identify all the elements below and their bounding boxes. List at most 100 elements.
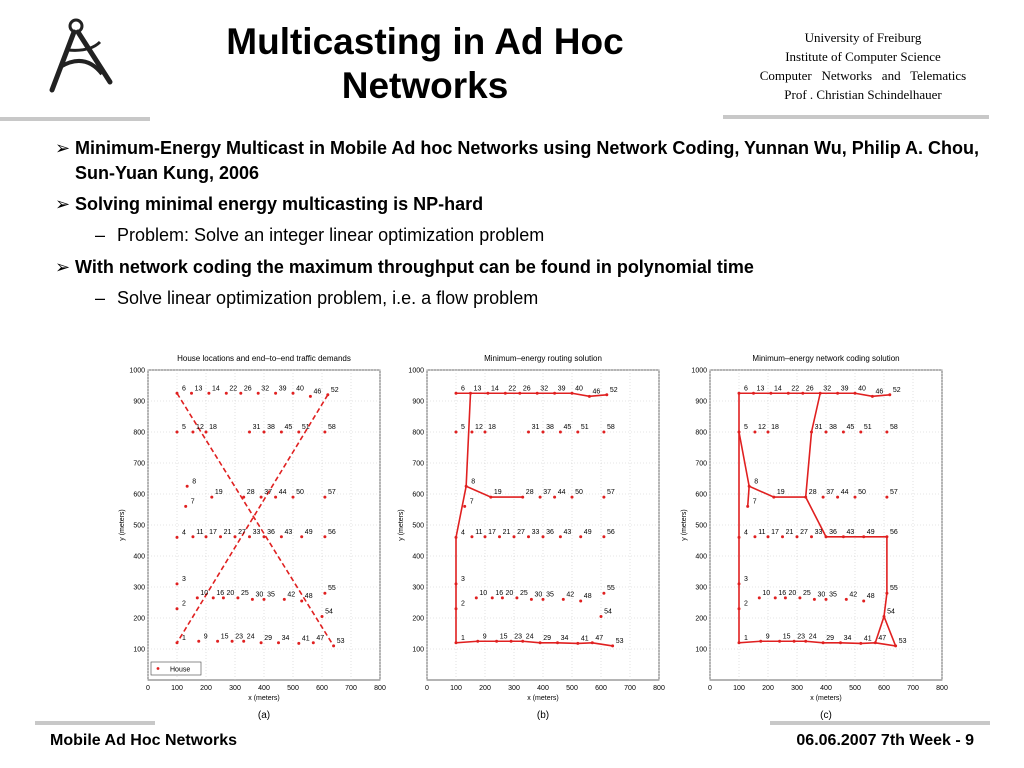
house-node bbox=[464, 484, 468, 488]
node-label: 10 bbox=[200, 590, 208, 597]
house-node bbox=[894, 644, 898, 648]
node-label: 21 bbox=[503, 529, 511, 536]
house-node bbox=[579, 599, 583, 603]
node-label: 36 bbox=[829, 529, 837, 536]
node-label: 39 bbox=[841, 385, 849, 392]
house-node bbox=[541, 430, 545, 434]
house-node bbox=[602, 430, 606, 434]
x-tick-label: 200 bbox=[200, 685, 212, 692]
house-node bbox=[778, 639, 782, 643]
node-label: 8 bbox=[471, 478, 475, 485]
house-node bbox=[197, 639, 201, 643]
institution-line: Computer Networks and Telematics bbox=[759, 68, 967, 83]
house-node bbox=[518, 391, 522, 395]
node-label: 17 bbox=[488, 529, 496, 536]
house-node bbox=[587, 394, 591, 398]
x-tick-label: 0 bbox=[425, 685, 429, 692]
node-label: 46 bbox=[314, 388, 322, 395]
y-tick-label: 200 bbox=[133, 616, 145, 623]
node-label: 38 bbox=[267, 424, 275, 431]
node-label: 9 bbox=[483, 633, 487, 640]
house-node bbox=[888, 393, 892, 397]
house-node bbox=[873, 641, 877, 645]
node-label: 53 bbox=[337, 638, 345, 645]
node-label: 22 bbox=[791, 385, 799, 392]
node-label: 55 bbox=[328, 585, 336, 592]
node-label: 16 bbox=[495, 590, 503, 597]
node-label: 7 bbox=[753, 498, 757, 505]
house-node bbox=[541, 535, 545, 539]
house-node bbox=[195, 596, 199, 600]
node-label: 7 bbox=[191, 498, 195, 505]
node-label: 24 bbox=[247, 633, 255, 640]
bullet-text: Solving minimal energy multicasting is N… bbox=[75, 194, 484, 214]
x-tick-label: 100 bbox=[171, 685, 183, 692]
node-label: 46 bbox=[876, 388, 884, 395]
y-axis-label: y (meters) bbox=[119, 509, 126, 541]
node-label: 18 bbox=[771, 424, 779, 431]
house-node bbox=[291, 495, 295, 499]
y-tick-label: 1000 bbox=[408, 368, 424, 375]
node-label: 15 bbox=[783, 633, 791, 640]
house-node bbox=[527, 535, 530, 539]
x-tick-label: 400 bbox=[258, 685, 270, 692]
house-node bbox=[454, 535, 458, 539]
house-node bbox=[175, 582, 179, 586]
node-label: 20 bbox=[227, 590, 235, 597]
arrow-bullet-icon: ➢ bbox=[55, 138, 71, 158]
node-label: 36 bbox=[267, 529, 275, 536]
node-label: 30 bbox=[535, 591, 543, 598]
node-label: 35 bbox=[829, 591, 837, 598]
house-node bbox=[737, 535, 741, 539]
house-node bbox=[175, 607, 179, 611]
bullet-text: With network coding the maximum throughp… bbox=[75, 257, 754, 277]
house-node bbox=[323, 495, 327, 499]
node-label: 9 bbox=[766, 633, 770, 640]
bullet-item: ➢ With network coding the maximum through… bbox=[55, 255, 1015, 280]
node-label: 26 bbox=[523, 385, 531, 392]
y-tick-label: 300 bbox=[695, 585, 707, 592]
node-label: 46 bbox=[593, 388, 601, 395]
node-label: 40 bbox=[858, 385, 866, 392]
node-label: 21 bbox=[786, 529, 794, 536]
dash-bullet-icon: – bbox=[95, 288, 106, 308]
house-node bbox=[521, 639, 525, 643]
house-node bbox=[300, 535, 304, 539]
node-label: 2 bbox=[744, 601, 748, 608]
house-node bbox=[602, 495, 606, 499]
house-node bbox=[812, 597, 816, 601]
x-tick-label: 400 bbox=[820, 685, 832, 692]
house-node bbox=[862, 599, 866, 603]
x-tick-label: 700 bbox=[345, 685, 357, 692]
house-node bbox=[535, 391, 539, 395]
node-label: 21 bbox=[224, 529, 232, 536]
node-label: 35 bbox=[546, 591, 554, 598]
y-tick-label: 1000 bbox=[129, 368, 145, 375]
node-label: 3 bbox=[744, 576, 748, 583]
house-node bbox=[862, 535, 866, 539]
node-label: 37 bbox=[264, 489, 272, 496]
y-tick-label: 700 bbox=[695, 461, 707, 468]
house-node bbox=[753, 535, 757, 539]
node-label: 58 bbox=[890, 424, 898, 431]
node-label: 49 bbox=[867, 529, 875, 536]
node-label: 5 bbox=[461, 424, 465, 431]
panel-caption: (a) bbox=[258, 710, 270, 721]
house-node bbox=[211, 596, 215, 600]
node-label: 3 bbox=[182, 576, 186, 583]
node-label: 57 bbox=[607, 489, 615, 496]
house-node bbox=[737, 641, 741, 645]
node-label: 45 bbox=[847, 424, 855, 431]
node-label: 1 bbox=[744, 635, 748, 642]
node-label: 55 bbox=[607, 585, 615, 592]
house-node bbox=[885, 495, 889, 499]
y-tick-label: 700 bbox=[133, 461, 145, 468]
node-label: 1 bbox=[182, 635, 186, 642]
node-label: 28 bbox=[247, 489, 255, 496]
node-label: 52 bbox=[610, 387, 618, 394]
chart-panel: Minimum–energy network coding solution 0 1… bbox=[681, 354, 948, 721]
node-label: 12 bbox=[475, 424, 483, 431]
house-node bbox=[248, 535, 251, 539]
y-tick-label: 700 bbox=[412, 461, 424, 468]
house-node bbox=[737, 391, 741, 395]
